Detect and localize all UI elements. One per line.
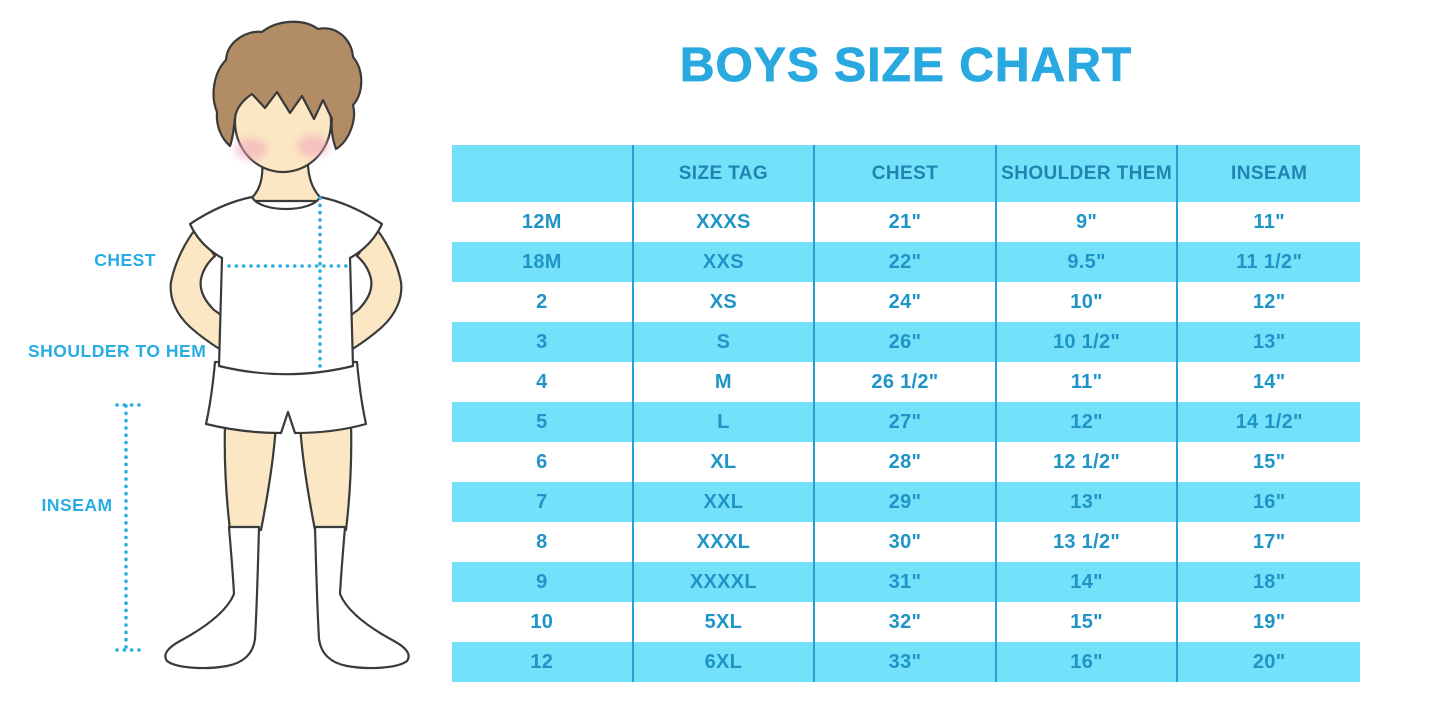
table-cell: 14" — [997, 562, 1179, 602]
table-cell: 16" — [997, 642, 1179, 682]
table-cell: 26 1/2" — [815, 362, 997, 402]
table-cell: S — [634, 322, 816, 362]
header-cell-size-tag: SIZE TAG — [634, 145, 816, 202]
header-cell-blank — [452, 145, 634, 202]
header-cell-inseam: INSEAM — [1231, 162, 1308, 184]
table-cell: 20" — [1252, 650, 1286, 673]
table-cell: 15" — [997, 602, 1179, 642]
table-row: 3 S 26" 10 1/2" 13" — [452, 322, 1360, 362]
table-cell: 33" — [815, 642, 997, 682]
table-cell: 26" — [815, 322, 997, 362]
table-header-row: SIZE TAG CHEST SHOULDER THEM INSEAM — [452, 145, 1360, 202]
header-cell-chest: CHEST — [815, 145, 997, 202]
chest-label: CHEST — [94, 250, 156, 270]
boy-sock-right — [313, 525, 410, 670]
table-cell: 27" — [815, 402, 997, 442]
table-cell: 12 — [452, 642, 634, 682]
table-cell: 28" — [815, 442, 997, 482]
page-title: BOYS SIZE CHART — [679, 39, 1133, 93]
table-cell: XXS — [634, 242, 816, 282]
shoulder-to-hem-label: SHOULDER TO HEM — [28, 341, 207, 361]
table-cell: 11" — [1253, 210, 1285, 233]
inseam-label: INSEAM — [41, 495, 113, 515]
boy-cheek-left — [235, 138, 267, 160]
table-cell: 2 — [452, 282, 634, 322]
table-cell: 7 — [452, 482, 634, 522]
table-cell: 17" — [1252, 530, 1286, 553]
table-cell: 5XL — [634, 602, 816, 642]
table-row: 6 XL 28" 12 1/2" 15" — [452, 442, 1360, 482]
table-cell: 31" — [815, 562, 997, 602]
table-cell: 18" — [1252, 570, 1286, 593]
table-cell: 5 — [452, 402, 634, 442]
table-cell: M — [634, 362, 816, 402]
table-cell: 10 — [452, 602, 634, 642]
table-cell: XXXL — [634, 522, 816, 562]
table-cell: 13 1/2" — [997, 522, 1179, 562]
table-cell: 3 — [452, 322, 634, 362]
boy-leg-left — [223, 422, 278, 532]
table-cell: 12 1/2" — [997, 442, 1179, 482]
table-cell: 13" — [1252, 330, 1286, 353]
table-cell: 8 — [452, 522, 634, 562]
table-row: 12M XXXS 21" 9" 11" — [452, 202, 1360, 242]
boy-figure-illustration: CHEST SHOULDER TO HEM INSEAM — [0, 0, 460, 723]
size-table: SIZE TAG CHEST SHOULDER THEM INSEAM 12M … — [452, 145, 1360, 682]
boy-hair — [212, 20, 363, 151]
table-cell: 16" — [1252, 490, 1286, 513]
table-cell: 9 — [452, 562, 634, 602]
table-cell: 12" — [1252, 290, 1286, 313]
table-cell: 14" — [1252, 370, 1286, 393]
table-cell: XS — [634, 282, 816, 322]
table-row: 9 XXXXL 31" 14" 18" — [452, 562, 1360, 602]
table-cell: 4 — [452, 362, 634, 402]
table-cell: XXXXL — [634, 562, 816, 602]
table-cell: 10 1/2" — [997, 322, 1179, 362]
table-row: 2 XS 24" 10" 12" — [452, 282, 1360, 322]
table-cell: 14 1/2" — [1235, 410, 1303, 433]
table-cell: 22" — [815, 242, 997, 282]
table-cell: 29" — [815, 482, 997, 522]
table-cell: 13" — [997, 482, 1179, 522]
table-cell: 18M — [452, 242, 634, 282]
boy-tshirt — [188, 195, 384, 376]
header-cell-shoulder: SHOULDER THEM — [997, 145, 1179, 202]
table-row: 5 L 27" 12" 14 1/2" — [452, 402, 1360, 442]
boy-figure-svg — [115, 20, 410, 670]
table-row: 18M XXS 22" 9.5" 11 1/2" — [452, 242, 1360, 282]
table-row: 4 M 26 1/2" 11" 14" — [452, 362, 1360, 402]
table-cell: 19" — [1252, 610, 1286, 633]
table-cell: XL — [634, 442, 816, 482]
table-cell: 9" — [997, 202, 1179, 242]
table-cell: 6XL — [634, 642, 816, 682]
table-row: 7 XXL 29" 13" 16" — [452, 482, 1360, 522]
table-cell: 11" — [997, 362, 1179, 402]
table-cell: 32" — [815, 602, 997, 642]
table-cell: 30" — [815, 522, 997, 562]
table-cell: XXXS — [634, 202, 816, 242]
table-row: 12 6XL 33" 16" 20" — [452, 642, 1360, 682]
table-cell: L — [634, 402, 816, 442]
table-cell: 10" — [997, 282, 1179, 322]
table-row: 10 5XL 32" 15" 19" — [452, 602, 1360, 642]
table-cell: 12M — [452, 202, 634, 242]
table-cell: 6 — [452, 442, 634, 482]
boy-leg-right — [298, 422, 353, 532]
boy-shorts — [204, 360, 368, 435]
table-cell: XXL — [634, 482, 816, 522]
boy-cheek-right — [297, 135, 329, 157]
table-cell: 15" — [1252, 450, 1286, 473]
table-cell: 12" — [997, 402, 1179, 442]
table-row: 8 XXXL 30" 13 1/2" 17" — [452, 522, 1360, 562]
table-cell: 9.5" — [997, 242, 1179, 282]
table-cell: 21" — [815, 202, 997, 242]
boy-sock-left — [164, 525, 261, 670]
table-cell: 11 1/2" — [1236, 250, 1303, 273]
table-cell: 24" — [815, 282, 997, 322]
